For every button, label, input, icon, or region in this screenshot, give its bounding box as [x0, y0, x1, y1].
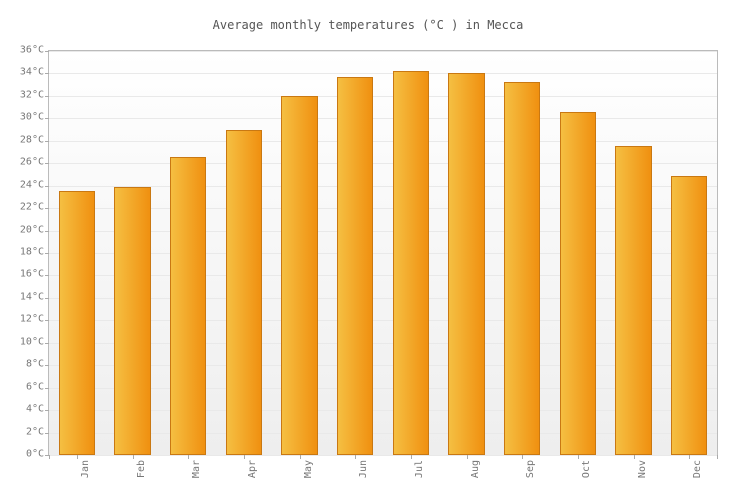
xtick-mark: [689, 455, 690, 459]
bar: [337, 77, 373, 455]
ytick-label: 18°C: [4, 247, 44, 258]
ytick-mark: [45, 163, 49, 164]
ytick-mark: [45, 275, 49, 276]
ytick-label: 22°C: [4, 202, 44, 213]
ytick-label: 12°C: [4, 314, 44, 325]
xtick-mark: [355, 455, 356, 459]
bar: [560, 112, 596, 455]
gridline: [49, 51, 717, 52]
ytick-label: 8°C: [4, 359, 44, 370]
ytick-mark: [45, 118, 49, 119]
xtick-label: Apr: [247, 460, 258, 484]
xtick-label: Jan: [80, 460, 91, 484]
xtick-mark: [578, 455, 579, 459]
ytick-label: 14°C: [4, 291, 44, 302]
bar: [281, 96, 317, 455]
xtick-mark: [133, 455, 134, 459]
xtick-label: Dec: [692, 460, 703, 484]
xtick-label: Feb: [136, 460, 147, 484]
ytick-mark: [45, 365, 49, 366]
ytick-mark: [45, 388, 49, 389]
ytick-label: 20°C: [4, 224, 44, 235]
gridline: [49, 118, 717, 119]
ytick-mark: [45, 73, 49, 74]
xtick-mark: [188, 455, 189, 459]
bar: [615, 146, 651, 455]
chart-container: Average monthly temperatures (°C ) in Me…: [0, 0, 736, 500]
ytick-label: 16°C: [4, 269, 44, 280]
bar: [59, 191, 95, 455]
bar: [504, 82, 540, 455]
xtick-label: Aug: [470, 460, 481, 484]
ytick-label: 32°C: [4, 89, 44, 100]
xtick-label: Jul: [414, 460, 425, 484]
ytick-mark: [45, 51, 49, 52]
ytick-label: 4°C: [4, 404, 44, 415]
xtick-label: Mar: [191, 460, 202, 484]
ytick-mark: [45, 231, 49, 232]
ytick-label: 34°C: [4, 67, 44, 78]
ytick-label: 30°C: [4, 112, 44, 123]
ytick-mark: [45, 298, 49, 299]
bar: [448, 73, 484, 455]
ytick-mark: [45, 96, 49, 97]
ytick-label: 36°C: [4, 45, 44, 56]
xtick-label: Sep: [525, 460, 536, 484]
ytick-label: 10°C: [4, 336, 44, 347]
xtick-mark: [634, 455, 635, 459]
xtick-mark: [244, 455, 245, 459]
xtick-label: Oct: [581, 460, 592, 484]
ytick-mark: [45, 343, 49, 344]
xtick-mark: [717, 455, 718, 459]
ytick-mark: [45, 141, 49, 142]
ytick-mark: [45, 410, 49, 411]
gridline: [49, 96, 717, 97]
ytick-mark: [45, 433, 49, 434]
xtick-mark: [467, 455, 468, 459]
ytick-label: 2°C: [4, 426, 44, 437]
bar: [671, 176, 707, 455]
xtick-label: Nov: [637, 460, 648, 484]
ytick-label: 0°C: [4, 449, 44, 460]
ytick-label: 26°C: [4, 157, 44, 168]
xtick-mark: [522, 455, 523, 459]
plot-area: [48, 50, 718, 456]
ytick-mark: [45, 253, 49, 254]
chart-title: Average monthly temperatures (°C ) in Me…: [0, 0, 736, 32]
bar: [170, 157, 206, 456]
bar: [226, 130, 262, 455]
xtick-mark: [49, 455, 50, 459]
xtick-mark: [411, 455, 412, 459]
ytick-label: 28°C: [4, 134, 44, 145]
ytick-mark: [45, 186, 49, 187]
ytick-mark: [45, 320, 49, 321]
xtick-label: Jun: [358, 460, 369, 484]
gridline: [49, 141, 717, 142]
xtick-label: May: [303, 460, 314, 484]
xtick-mark: [300, 455, 301, 459]
bar: [114, 187, 150, 455]
ytick-label: 6°C: [4, 381, 44, 392]
bar: [393, 71, 429, 455]
ytick-mark: [45, 208, 49, 209]
ytick-label: 24°C: [4, 179, 44, 190]
gridline: [49, 73, 717, 74]
gridline: [49, 455, 717, 456]
xtick-mark: [77, 455, 78, 459]
